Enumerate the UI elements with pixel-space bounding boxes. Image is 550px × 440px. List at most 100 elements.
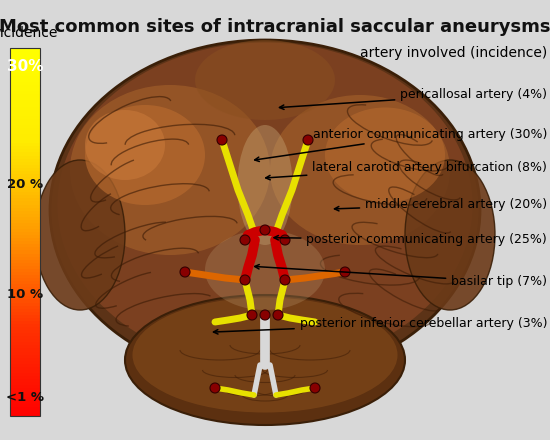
Ellipse shape [125, 295, 405, 425]
Text: incidence: incidence [0, 26, 58, 40]
Bar [10, 272, 40, 275]
Text: Most common sites of intracranial saccular aneurysms: Most common sites of intracranial saccul… [0, 18, 550, 36]
Bar [10, 198, 40, 202]
Bar [10, 110, 40, 113]
Bar [10, 250, 40, 254]
Ellipse shape [133, 297, 398, 412]
Text: posterior communicating artery (25%): posterior communicating artery (25%) [274, 233, 547, 246]
Circle shape [273, 310, 283, 320]
Bar [10, 229, 40, 233]
Bar [10, 382, 40, 386]
Bar [10, 186, 40, 190]
Bar [10, 103, 40, 107]
Bar [10, 400, 40, 404]
Bar [10, 403, 40, 407]
Bar [10, 150, 40, 153]
Bar [10, 168, 40, 171]
Bar [10, 358, 40, 361]
Bar [10, 336, 40, 340]
Bar [10, 165, 40, 169]
Circle shape [217, 135, 227, 145]
Bar [10, 48, 40, 416]
Bar [10, 205, 40, 208]
Bar [10, 64, 40, 67]
Circle shape [180, 267, 190, 277]
Bar [10, 131, 40, 135]
Circle shape [260, 225, 270, 235]
Bar [10, 321, 40, 324]
Bar [10, 116, 40, 119]
Bar [10, 156, 40, 159]
Bar [10, 143, 40, 147]
Bar [10, 97, 40, 101]
Bar [10, 73, 40, 77]
Bar [10, 180, 40, 183]
Ellipse shape [35, 160, 125, 310]
Bar [10, 391, 40, 395]
Bar [10, 269, 40, 272]
Bar [10, 364, 40, 367]
Bar [10, 122, 40, 125]
Circle shape [280, 275, 290, 285]
Bar [10, 235, 40, 239]
Bar [10, 373, 40, 377]
Ellipse shape [325, 107, 445, 202]
Bar [10, 278, 40, 282]
Bar [10, 119, 40, 122]
Circle shape [210, 383, 220, 393]
Bar [10, 293, 40, 297]
Bar [10, 48, 40, 52]
Bar [10, 202, 40, 205]
Circle shape [240, 235, 250, 245]
Text: <1 %: <1 % [6, 391, 44, 404]
Bar [10, 315, 40, 318]
Ellipse shape [50, 40, 480, 380]
Bar [10, 407, 40, 410]
Bar [10, 308, 40, 312]
Bar [10, 388, 40, 392]
Bar [10, 192, 40, 196]
Bar [10, 153, 40, 156]
Bar [10, 189, 40, 193]
Bar [10, 287, 40, 291]
Bar [10, 140, 40, 144]
Bar [10, 266, 40, 269]
Ellipse shape [70, 85, 270, 255]
Bar [10, 214, 40, 217]
Bar [10, 305, 40, 309]
Bar [10, 195, 40, 199]
Bar [10, 290, 40, 294]
Bar [10, 281, 40, 285]
Bar [10, 253, 40, 257]
Bar [10, 327, 40, 330]
Bar [10, 94, 40, 98]
Text: 10 %: 10 % [7, 288, 43, 301]
Bar [10, 211, 40, 214]
Bar [10, 275, 40, 279]
Ellipse shape [195, 40, 335, 120]
Bar [10, 226, 40, 230]
Bar [10, 223, 40, 227]
Bar [10, 208, 40, 211]
Bar [10, 82, 40, 86]
Bar [10, 257, 40, 260]
Ellipse shape [85, 105, 205, 205]
Bar [10, 324, 40, 327]
Text: artery involved (incidence): artery involved (incidence) [360, 46, 547, 60]
Bar [10, 70, 40, 73]
Bar [10, 241, 40, 245]
Text: middle cerebral artery (20%): middle cerebral artery (20%) [334, 198, 547, 211]
Ellipse shape [85, 110, 165, 180]
Text: basilar tip (7%): basilar tip (7%) [255, 264, 547, 288]
Bar [10, 67, 40, 70]
Ellipse shape [205, 230, 325, 310]
Bar [10, 345, 40, 349]
Bar [10, 183, 40, 187]
Bar [10, 238, 40, 242]
Bar [10, 158, 40, 162]
Text: 20 %: 20 % [7, 178, 43, 191]
Bar [10, 220, 40, 224]
Bar [10, 232, 40, 236]
Bar [10, 263, 40, 266]
Bar [10, 106, 40, 110]
